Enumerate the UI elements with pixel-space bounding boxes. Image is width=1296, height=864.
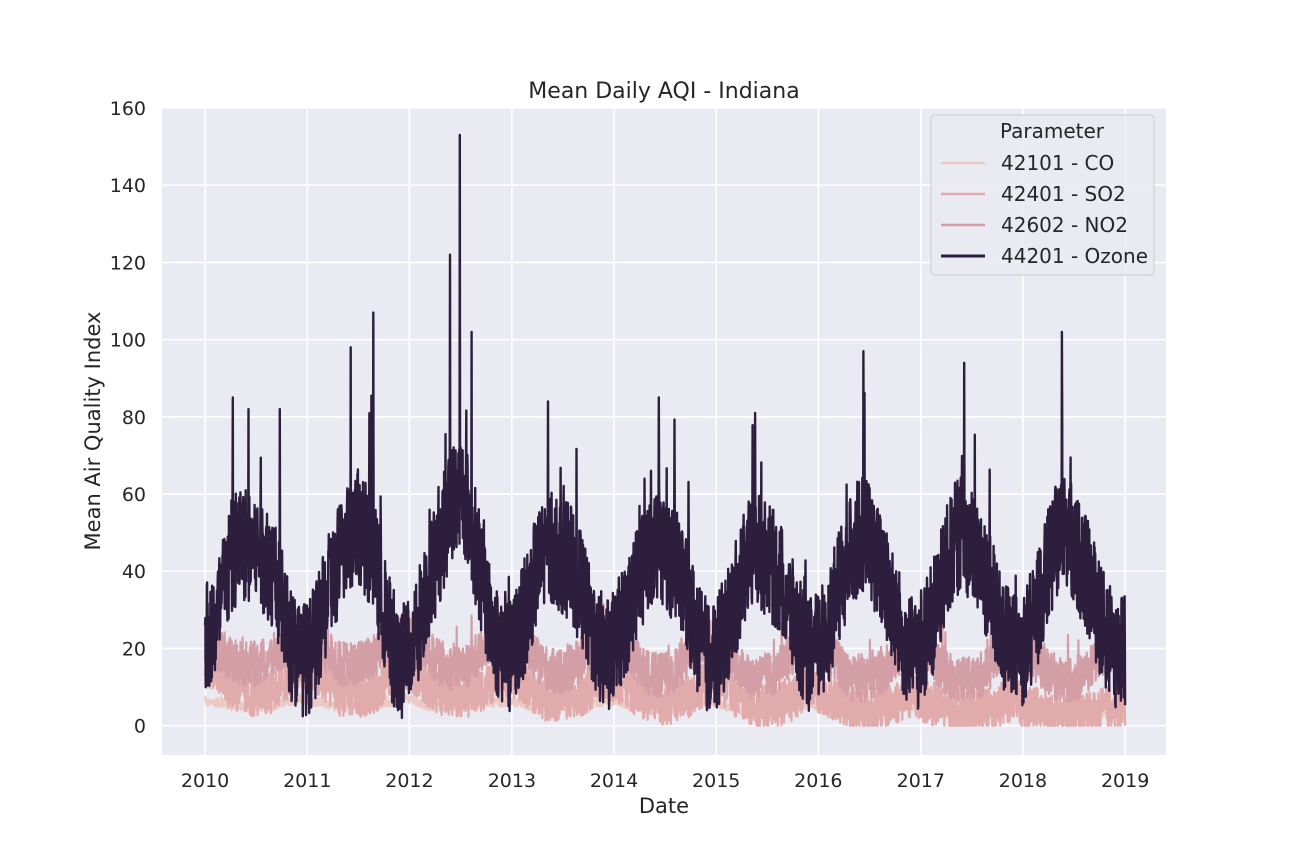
legend-title: Parameter (1000, 119, 1105, 143)
x-tick-label: 2016 (794, 770, 842, 792)
x-tick-label: 2019 (1101, 770, 1149, 792)
series-line-2 (204, 583, 1127, 703)
y-tick-label: 120 (110, 252, 146, 274)
x-tick-label: 2015 (692, 770, 740, 792)
legend-label: 42602 - NO2 (1001, 213, 1128, 237)
x-tick-label: 2017 (897, 770, 945, 792)
x-tick-label: 2013 (488, 770, 536, 792)
series-line-1 (204, 613, 1127, 727)
chart-title: Mean Daily AQI - Indiana (528, 79, 799, 104)
y-tick-label: 140 (110, 175, 146, 197)
x-tick-label: 2011 (283, 770, 331, 792)
y-tick-label: 80 (122, 407, 146, 429)
y-axis-label: Mean Air Quality Index (81, 312, 105, 551)
x-axis-label: Date (639, 794, 689, 818)
legend-box (930, 114, 1155, 276)
series-line-3 (203, 133, 1127, 720)
legend-entries: 42101 - CO 42401 - SO2 42602 - NO2 44201 - … (941, 151, 1148, 268)
y-tick-label: 20 (122, 638, 146, 660)
series-layer (203, 133, 1127, 727)
y-tick-label: 60 (122, 484, 146, 506)
x-tick-label: 2018 (999, 770, 1047, 792)
tick-labels: 2010 2011 2012 2013 2014 2015 2016 2017 2018 2019… (110, 98, 1150, 792)
y-tick-label: 40 (122, 561, 146, 583)
y-tick-label: 100 (110, 330, 146, 352)
y-tick-label: 0 (134, 716, 146, 738)
legend-label: 42101 - CO (1001, 151, 1114, 175)
x-tick-label: 2014 (590, 770, 638, 792)
legend-label: 44201 - Ozone (1001, 244, 1148, 268)
x-tick-label: 2012 (385, 770, 433, 792)
legend-label: 42401 - SO2 (1001, 182, 1126, 206)
legend: Parameter 42101 - CO 42401 - SO2 42602 - N… (930, 114, 1155, 276)
y-tick-label: 160 (110, 98, 146, 120)
x-tick-label: 2010 (181, 770, 229, 792)
